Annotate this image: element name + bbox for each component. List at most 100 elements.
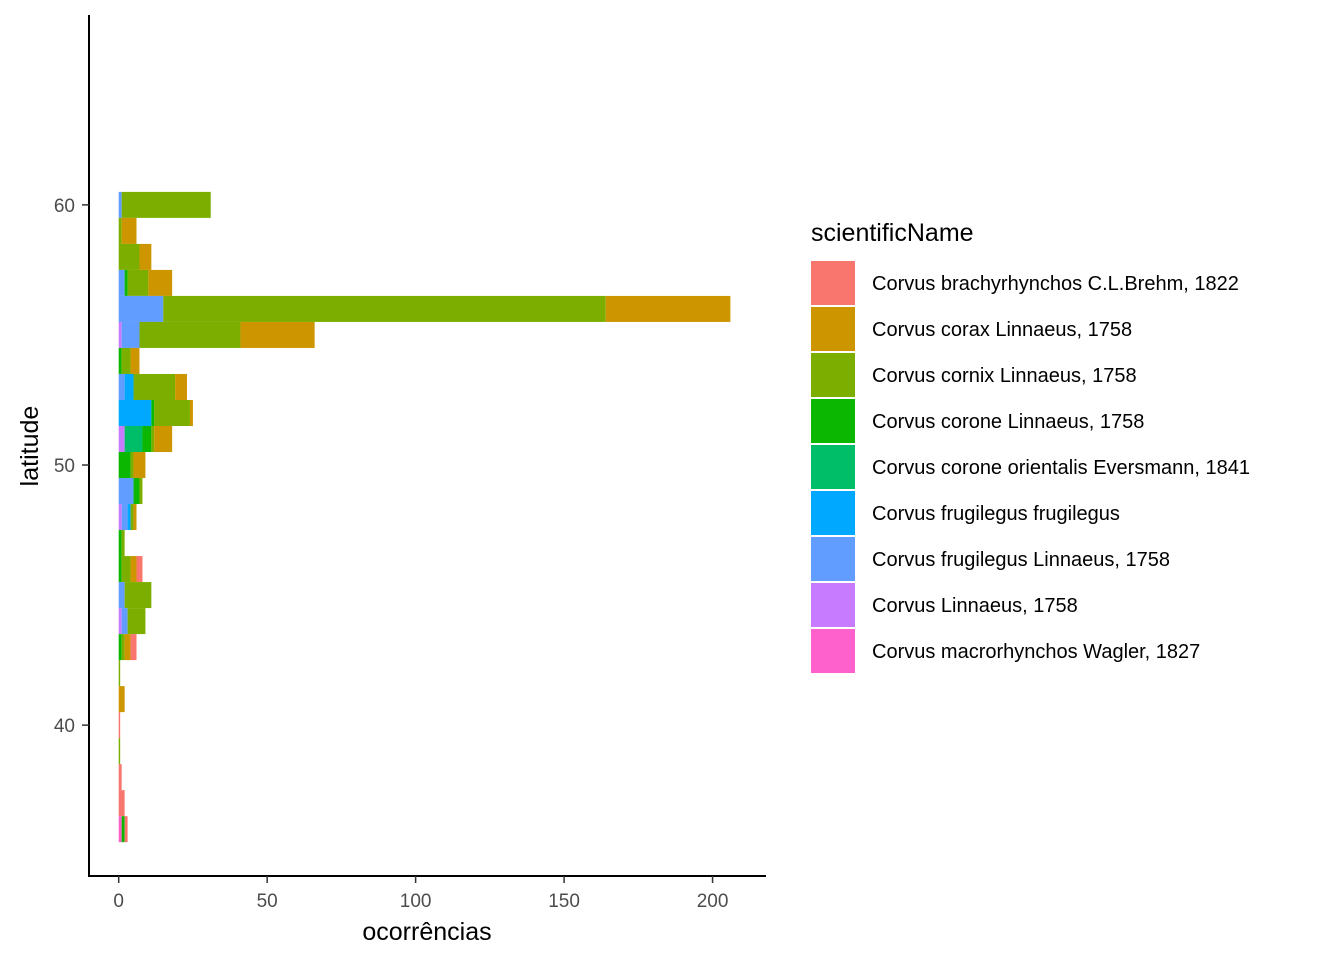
bar-segment	[118, 790, 125, 817]
bar-segment	[118, 191, 122, 218]
bar-segment	[139, 321, 241, 348]
bar-segment	[124, 816, 128, 843]
bar-segment	[154, 399, 190, 426]
bar-segment	[118, 452, 131, 479]
bar-segment	[118, 217, 122, 244]
axes-layer	[88, 15, 766, 877]
bar-segment	[124, 582, 152, 609]
legend-label: Corvus corax Linnaeus, 1758	[872, 319, 1132, 341]
bar-segment	[118, 608, 122, 635]
bar-segment	[118, 556, 122, 583]
bar-segment	[124, 425, 143, 452]
legend-label: Corvus frugilegus frugilegus	[872, 503, 1120, 525]
bar-segment	[118, 582, 125, 609]
bar-segment	[124, 269, 128, 296]
bar-segment	[130, 556, 137, 583]
y-tick-label: 40	[54, 716, 75, 737]
bar-segment	[118, 712, 121, 739]
legend-key	[811, 491, 855, 535]
bar-segment	[118, 243, 140, 270]
bar-segment	[118, 738, 121, 765]
bar-segment	[118, 660, 121, 687]
bar-segment	[605, 295, 731, 322]
bar-segment	[118, 634, 122, 661]
y-ticks: 40 50 60	[54, 196, 89, 737]
bar-segment	[118, 321, 122, 348]
x-ticks: 0 50 100 150 200	[113, 876, 728, 912]
bar-segment	[133, 373, 176, 400]
legend: scientificName Corvus brachyrhynchos C.L…	[811, 219, 1250, 673]
bar-segment	[151, 425, 155, 452]
legend-label: Corvus corone orientalis Eversmann, 1841	[872, 457, 1250, 479]
bar-segment	[118, 347, 122, 374]
bar-segment	[136, 556, 143, 583]
legend-key	[811, 445, 855, 489]
x-tick-label: 150	[548, 891, 580, 912]
legend-key	[811, 537, 855, 581]
legend-label: Corvus corone Linnaeus, 1758	[872, 411, 1144, 433]
bar-segment	[121, 816, 125, 843]
x-tick-label: 100	[400, 891, 432, 912]
bar-segment	[121, 608, 128, 635]
y-tick-label: 60	[54, 196, 75, 217]
y-tick-label: 50	[54, 456, 75, 477]
bar-segment	[148, 269, 173, 296]
legend-key	[811, 399, 855, 443]
bar-segment	[121, 634, 125, 661]
bar-segment	[124, 373, 134, 400]
bar-segment	[121, 191, 211, 218]
bar-segment	[118, 425, 125, 452]
bar-segment	[130, 634, 137, 661]
bar-segment	[118, 764, 122, 791]
bar-segment	[130, 504, 134, 531]
legend-key	[811, 307, 855, 351]
bar-segment	[139, 243, 152, 270]
bar-segment	[127, 608, 146, 635]
legend-key	[811, 583, 855, 627]
bar-segment	[127, 269, 149, 296]
bar-segment	[118, 504, 122, 531]
bar-segment	[163, 295, 606, 322]
bar-segment	[121, 217, 137, 244]
legend-label: Corvus macrorhynchos Wagler, 1827	[872, 641, 1200, 663]
legend-label: Corvus Linnaeus, 1758	[872, 595, 1078, 617]
x-tick-label: 200	[697, 891, 729, 912]
bar-segment	[121, 504, 128, 531]
bar-segment	[118, 816, 122, 843]
bar-segment	[142, 425, 152, 452]
bar-segment	[121, 530, 125, 557]
bar-segment	[121, 321, 140, 348]
bars-layer	[118, 191, 731, 843]
bar-segment	[118, 373, 125, 400]
legend-key	[811, 353, 855, 397]
bar-segment	[133, 478, 140, 505]
bar-segment	[133, 504, 137, 531]
bar-segment	[118, 399, 152, 426]
x-tick-label: 0	[113, 891, 124, 912]
bar-segment	[118, 295, 164, 322]
legend-items: Corvus brachyrhynchos C.L.Brehm, 1822 Cor…	[811, 261, 1250, 673]
bar-segment	[118, 686, 125, 713]
bar-segment	[118, 530, 122, 557]
legend-key	[811, 629, 855, 673]
bar-segment	[240, 321, 315, 348]
legend-key	[811, 261, 855, 305]
bar-segment	[189, 399, 193, 426]
bar-segment	[130, 452, 134, 479]
bar-segment	[130, 347, 140, 374]
legend-label: Corvus cornix Linnaeus, 1758	[872, 365, 1137, 387]
x-tick-label: 50	[257, 891, 278, 912]
bar-segment	[154, 425, 173, 452]
legend-label: Corvus frugilegus Linnaeus, 1758	[872, 549, 1170, 571]
bar-segment	[124, 634, 131, 661]
x-axis-title: ocorrências	[362, 918, 491, 946]
legend-label: Corvus brachyrhynchos C.L.Brehm, 1822	[872, 273, 1239, 295]
bar-segment	[139, 478, 143, 505]
bar-segment	[127, 504, 131, 531]
bar-segment	[121, 347, 131, 374]
bar-segment	[118, 269, 125, 296]
bar-segment	[175, 373, 187, 400]
legend-title: scientificName	[811, 219, 974, 247]
bar-segment	[151, 399, 155, 426]
